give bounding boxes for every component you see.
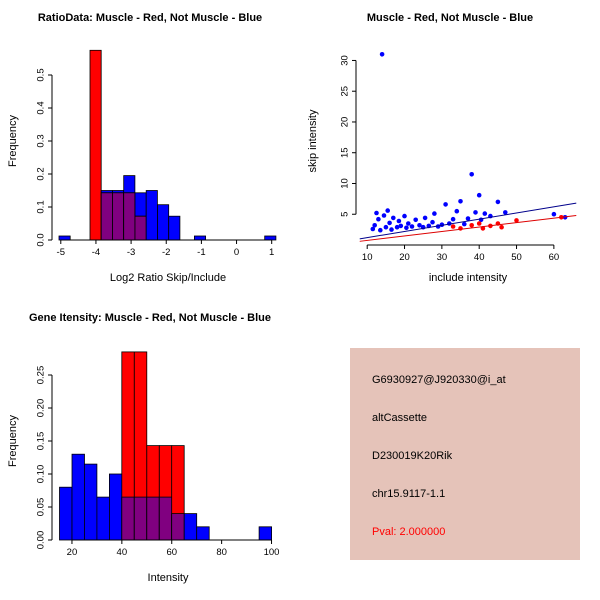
svg-text:-3: -3 <box>127 247 135 258</box>
svg-text:20: 20 <box>67 547 78 558</box>
gene-intensity-histogram-plot: 20 40 60 80 100 0.00 0.05 0.10 0.15 0.20 0.25 <box>36 351 280 558</box>
svg-text:-5: -5 <box>57 247 65 258</box>
svg-text:0.5: 0.5 <box>36 68 47 81</box>
svg-text:60: 60 <box>166 547 177 558</box>
svg-text:20: 20 <box>399 252 410 263</box>
svg-text:80: 80 <box>216 547 227 558</box>
svg-text:-2: -2 <box>162 247 170 258</box>
panel-intensity-scatter: Muscle - Red, Not Muscle - Blue skip int… <box>300 0 600 300</box>
ratio-histogram-plot: -5 -4 -3 -2 -1 0 1 0.0 0.1 0.2 0.3 0.4 0.5 <box>36 49 277 258</box>
chart-title: RatioData: Muscle - Red, Not Muscle - Bl… <box>37 12 263 24</box>
svg-text:5: 5 <box>340 212 351 217</box>
svg-text:30: 30 <box>340 55 351 66</box>
svg-text:0.05: 0.05 <box>36 498 47 517</box>
svg-text:0.3: 0.3 <box>36 134 47 147</box>
svg-text:25: 25 <box>340 86 351 97</box>
svg-text:1: 1 <box>269 247 274 258</box>
svg-text:0.0: 0.0 <box>36 233 47 246</box>
x-axis-label: Intensity <box>147 572 189 584</box>
x-axis-label: Log2 Ratio Skip/Include <box>109 272 227 284</box>
svg-text:10: 10 <box>340 178 351 189</box>
svg-text:60: 60 <box>549 252 560 263</box>
svg-text:0.10: 0.10 <box>36 465 47 484</box>
x-axis: 10 20 30 40 50 60 <box>362 244 560 263</box>
x-axis: -5 -4 -3 -2 -1 0 1 <box>57 239 274 258</box>
y-axis: 0.0 0.1 0.2 0.3 0.4 0.5 <box>36 68 53 247</box>
gene-info-line: Pval: 2.000000 <box>372 526 446 538</box>
svg-text:-1: -1 <box>197 247 205 258</box>
gene-info-line: altCassette <box>372 412 428 424</box>
fit-lines <box>359 202 577 242</box>
svg-text:0.2: 0.2 <box>36 167 47 180</box>
x-axis: 20 40 60 80 100 <box>67 539 280 558</box>
svg-text:15: 15 <box>340 147 351 158</box>
panel-ratio-histogram: RatioData: Muscle - Red, Not Muscle - Bl… <box>0 0 300 300</box>
svg-text:0.20: 0.20 <box>36 399 47 418</box>
svg-text:10: 10 <box>362 252 373 263</box>
chart-title: Gene Itensity: Muscle - Red, Not Muscle … <box>28 312 272 324</box>
svg-text:20: 20 <box>340 117 351 128</box>
svg-text:100: 100 <box>264 547 280 558</box>
svg-text:30: 30 <box>437 252 448 263</box>
svg-text:0.1: 0.1 <box>36 200 47 213</box>
svg-text:50: 50 <box>511 252 522 263</box>
gene-info-line: chr15.9117-1.1 <box>372 488 446 500</box>
scatter-points <box>370 52 568 233</box>
svg-text:40: 40 <box>474 252 485 263</box>
svg-text:0: 0 <box>234 247 239 258</box>
histogram-bars <box>59 351 273 541</box>
svg-text:40: 40 <box>117 547 128 558</box>
gene-info-box: G6930927@J920330@i_at altCassette D230019K… <box>350 348 580 560</box>
y-axis: 0.00 0.05 0.10 0.15 0.20 0.25 <box>36 366 53 550</box>
svg-text:0.4: 0.4 <box>36 101 47 114</box>
panel-gene-intensity-histogram: Gene Itensity: Muscle - Red, Not Muscle … <box>0 300 300 600</box>
intensity-scatter-plot: 10 20 30 40 50 60 5 10 15 20 25 30 <box>340 52 577 263</box>
histogram-bars <box>58 49 277 241</box>
svg-text:0.25: 0.25 <box>36 366 47 385</box>
gene-info-line: G6930927@J920330@i_at <box>372 374 506 386</box>
svg-text:-4: -4 <box>92 247 100 258</box>
svg-text:0.00: 0.00 <box>36 531 47 550</box>
svg-text:0.15: 0.15 <box>36 432 47 451</box>
x-axis-label: include intensity <box>428 272 508 284</box>
chart-title: Muscle - Red, Not Muscle - Blue <box>366 12 534 24</box>
panel-gene-info: G6930927@J920330@i_at altCassette D230019K… <box>300 300 600 600</box>
y-axis: 5 10 15 20 25 30 <box>340 55 357 217</box>
gene-info-line: D230019K20Rik <box>372 450 453 462</box>
